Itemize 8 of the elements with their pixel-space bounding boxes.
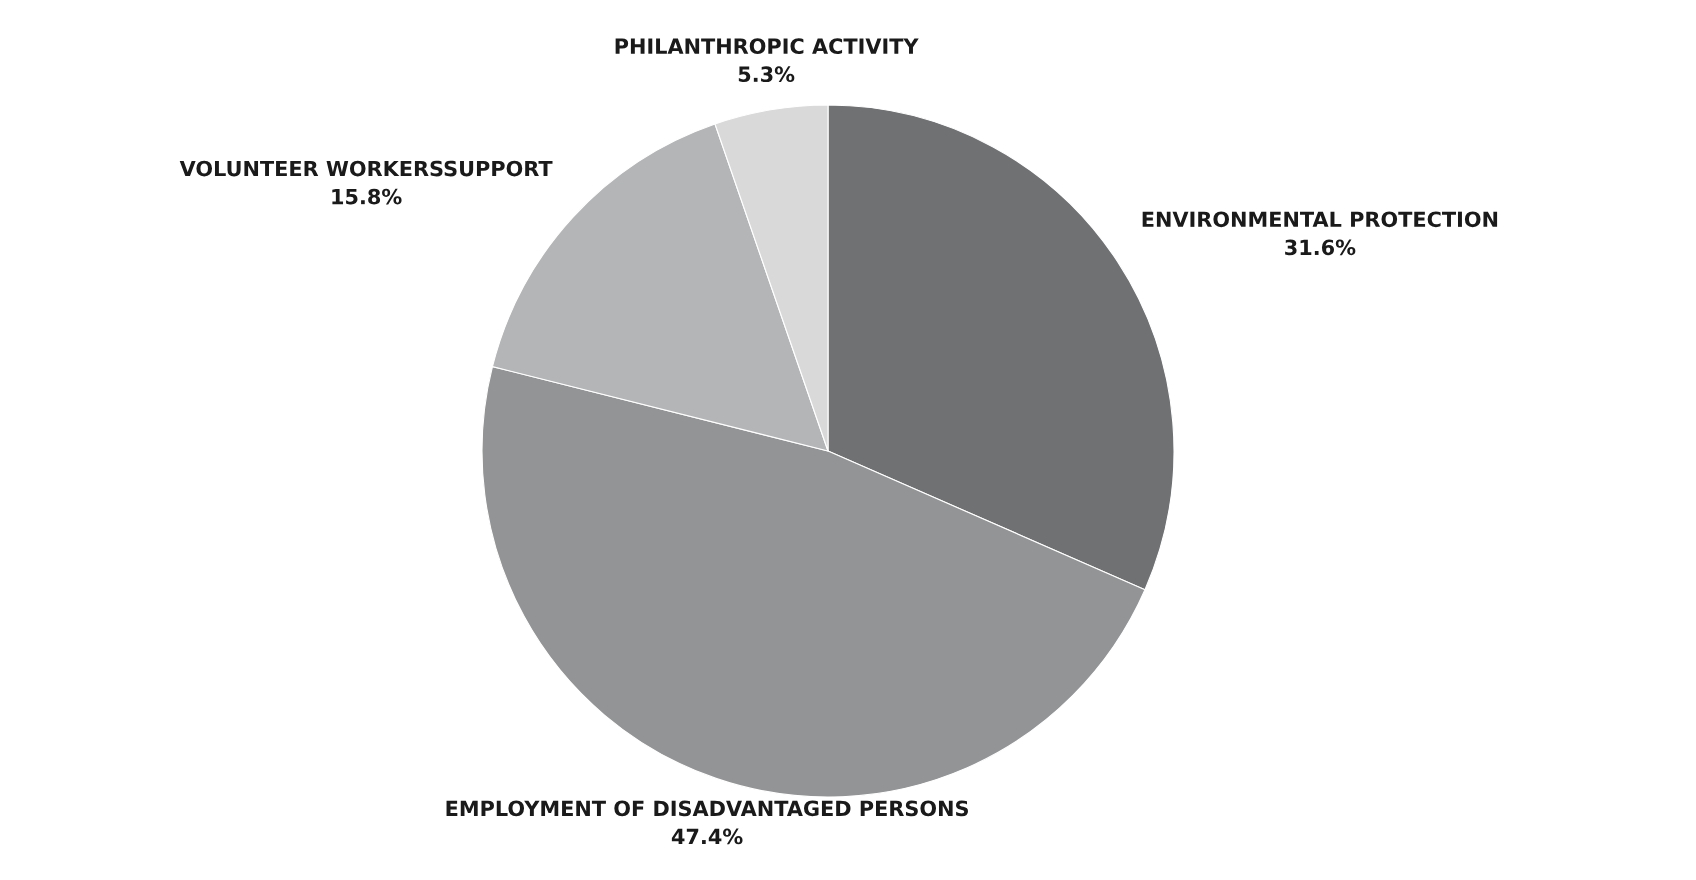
slice-label: VOLUNTEER WORKERSSUPPORT (179, 160, 553, 177)
data-label: 31.6% (1285, 239, 1356, 256)
slice-label: ENVIRONMENTAL PROTECTION (1142, 211, 1498, 228)
data-label: 5.3% (738, 66, 795, 83)
slice-label: PHILANTHROPIC ACTIVITY (615, 38, 919, 55)
data-label: 15.8% (332, 188, 402, 205)
data-label: 47.4% (671, 828, 743, 845)
slice-label: EMPLOYMENT OF DISADVANTAGED PERSONS (446, 800, 968, 817)
